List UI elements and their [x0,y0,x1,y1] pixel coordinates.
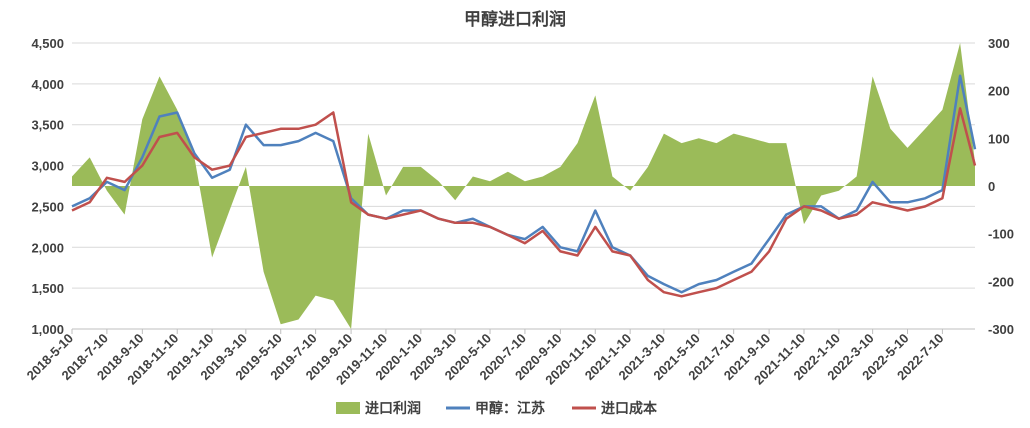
y-left-tick-0: 1,000 [31,322,64,337]
legend-label-2: 进口成本 [601,400,658,417]
y-left-tick-7: 4,500 [31,36,64,51]
y-right-tick-6: 300 [988,36,1010,51]
left-axis-ticks: 1,000 1,500 2,000 2,500 3,000 3,500 4,000 4,500 [31,36,64,337]
legend-swatch-0 [336,402,360,414]
price-lines-layer [71,74,977,298]
y-right-tick-4: 100 [988,131,1010,146]
y-left-tick-6: 4,000 [31,77,64,92]
y-left-tick-5: 3,500 [31,118,64,133]
chart-title: 甲醇进口利润 [464,9,566,30]
legend-label-0: 进口利润 [365,400,421,417]
y-left-tick-2: 2,000 [31,240,64,255]
y-right-tick-3: 0 [988,179,995,194]
series-area-0 [72,43,975,329]
y-left-tick-1: 1,500 [31,281,64,296]
y-right-tick-0: -300 [988,322,1014,337]
series-line-1 [71,74,977,294]
series-line-2 [71,107,977,298]
legend-label-1: 甲醇：江苏 [475,400,545,417]
x-axis: 2018-5-102018-7-102018-9-102018-11-10201… [24,328,975,388]
legend: 进口利润 甲醇：江苏 进口成本 [336,400,658,417]
y-right-tick-2: -100 [988,227,1014,242]
y-left-tick-4: 3,000 [31,159,64,174]
right-axis-ticks: -300 -200 -100 0 100 200 300 [988,36,1014,337]
y-right-tick-5: 200 [988,84,1010,99]
import-profit-area-layer [72,43,975,329]
y-left-tick-3: 2,500 [31,199,64,214]
y-right-tick-1: -200 [988,274,1014,289]
